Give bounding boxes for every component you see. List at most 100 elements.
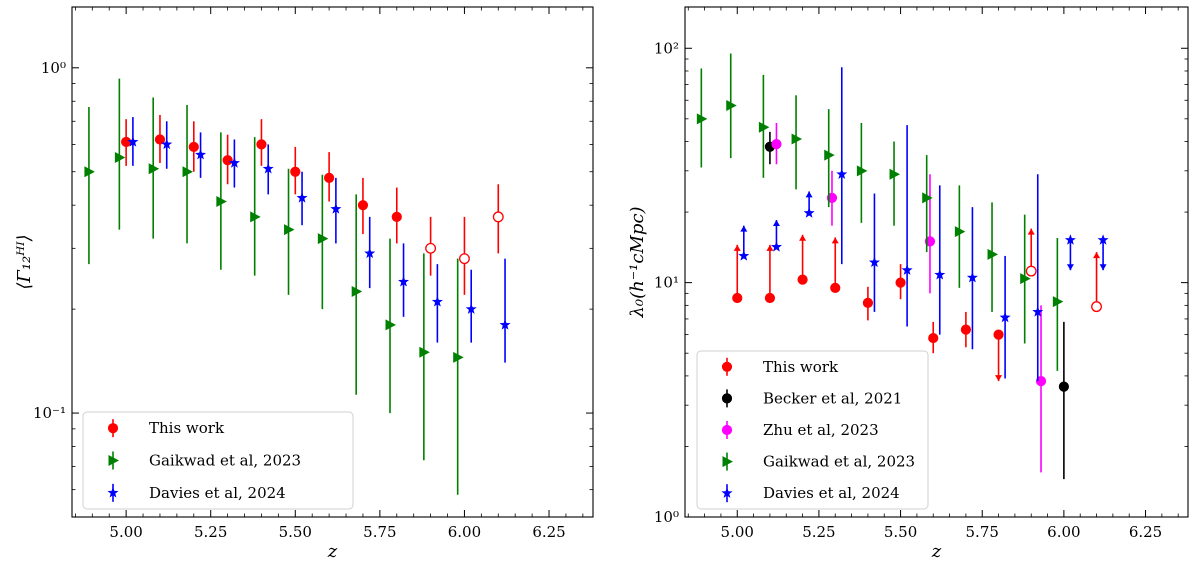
data-point [465,303,477,314]
data-point [770,241,782,252]
data-point [928,332,939,344]
legend-marker [721,393,733,404]
legend-marker [721,424,733,436]
data-point [934,269,946,280]
data-point [385,319,397,331]
data-point [398,275,410,287]
data-point [121,136,132,148]
series-2 [127,117,511,363]
data-point [228,157,240,168]
legend-box [82,411,354,510]
data-point [492,211,504,223]
limit-arrow-head [1093,252,1101,259]
limit-arrow-head [733,244,741,251]
x-tick-label: 5.25 [802,523,835,541]
x-tick-label: 5.75 [966,523,999,541]
data-point [1025,265,1037,277]
data-point [1052,296,1064,308]
y-tick-label: 10¹ [654,274,679,292]
data-point [868,256,880,268]
plot-frame [71,6,594,518]
plot-frame [684,6,1189,518]
legend-label: Davies et al, 2024 [763,484,900,502]
data-point [826,192,838,203]
x-tick-label: 5.75 [363,523,396,541]
legend-marker [107,423,119,434]
data-point [161,138,173,150]
data-point [499,319,511,330]
data-point [148,163,160,175]
data-point [771,139,782,150]
legend: This work Becker et al, 2021 Zhu et al, 20… [696,350,929,510]
data-point [364,247,376,259]
legend-box [696,350,929,510]
data-point [357,200,369,211]
y-tick-label: 10⁰ [654,508,679,526]
data-point [738,250,750,261]
data-point [256,139,267,150]
data-point [824,149,835,161]
data-point [901,264,913,275]
limit-arrow-head [805,191,813,198]
data-point [453,351,464,363]
data-point [696,113,708,125]
legend-marker [721,487,733,498]
data-point [764,292,776,304]
data-point [182,166,194,178]
data-point [458,253,470,265]
legend-label: This work [763,358,839,376]
series-0 [732,228,1102,382]
data-point [284,224,295,236]
legend-marker [721,361,733,372]
limit-arrow-head [740,225,748,232]
y-axis-label: ⟨Γ₁₂ᴴᴵ⟩ [14,234,35,289]
series-1 [84,78,464,495]
y-tick-label: 10⁰ [41,59,66,77]
x-tick-label: 6.25 [1129,523,1162,541]
data-point [1058,381,1069,392]
data-point [431,296,443,307]
data-point [954,226,966,238]
limit-arrow-head [1099,264,1107,271]
x-tick-label: 5.50 [884,523,917,541]
data-point [195,148,207,160]
series-2 [771,122,1047,473]
data-point [1035,376,1047,387]
x-tick-label: 5.00 [109,523,142,541]
data-point [993,329,1004,340]
data-point [419,346,430,358]
data-point [127,136,139,147]
series-4 [738,67,1109,382]
data-point [317,233,329,245]
data-point [966,271,978,283]
data-point [216,195,227,207]
x-tick-label: 5.50 [279,523,312,541]
x-tick-label: 6.25 [532,523,565,541]
legend-marker [722,456,733,468]
x-tick-label: 6.00 [448,523,481,541]
data-point [330,203,342,214]
data-point [188,141,199,153]
data-point [84,166,95,178]
data-point [889,168,901,180]
legend-label: This work [149,419,225,437]
data-point [960,324,971,335]
limit-arrow-head [766,244,774,251]
data-point [803,207,815,218]
left-panel-gamma-hi: 5.00 5.25 5.50 5.75 6.00 6.25 10⁻¹ 10⁰ z ⟨Γ₁₂ᴴᴵ⟩ T… [14,6,594,562]
data-point [758,121,770,133]
x-tick-label: 5.00 [721,523,754,541]
data-point [114,151,126,163]
data-point [987,248,999,260]
data-point [1097,234,1109,245]
data-point [830,282,841,293]
limit-arrow-head [772,220,780,227]
data-point [791,133,803,145]
data-point [856,165,868,177]
data-point [999,311,1011,323]
data-point [425,242,437,254]
limit-arrow-head [1066,264,1074,271]
data-point [296,192,308,203]
data-point [222,155,233,166]
